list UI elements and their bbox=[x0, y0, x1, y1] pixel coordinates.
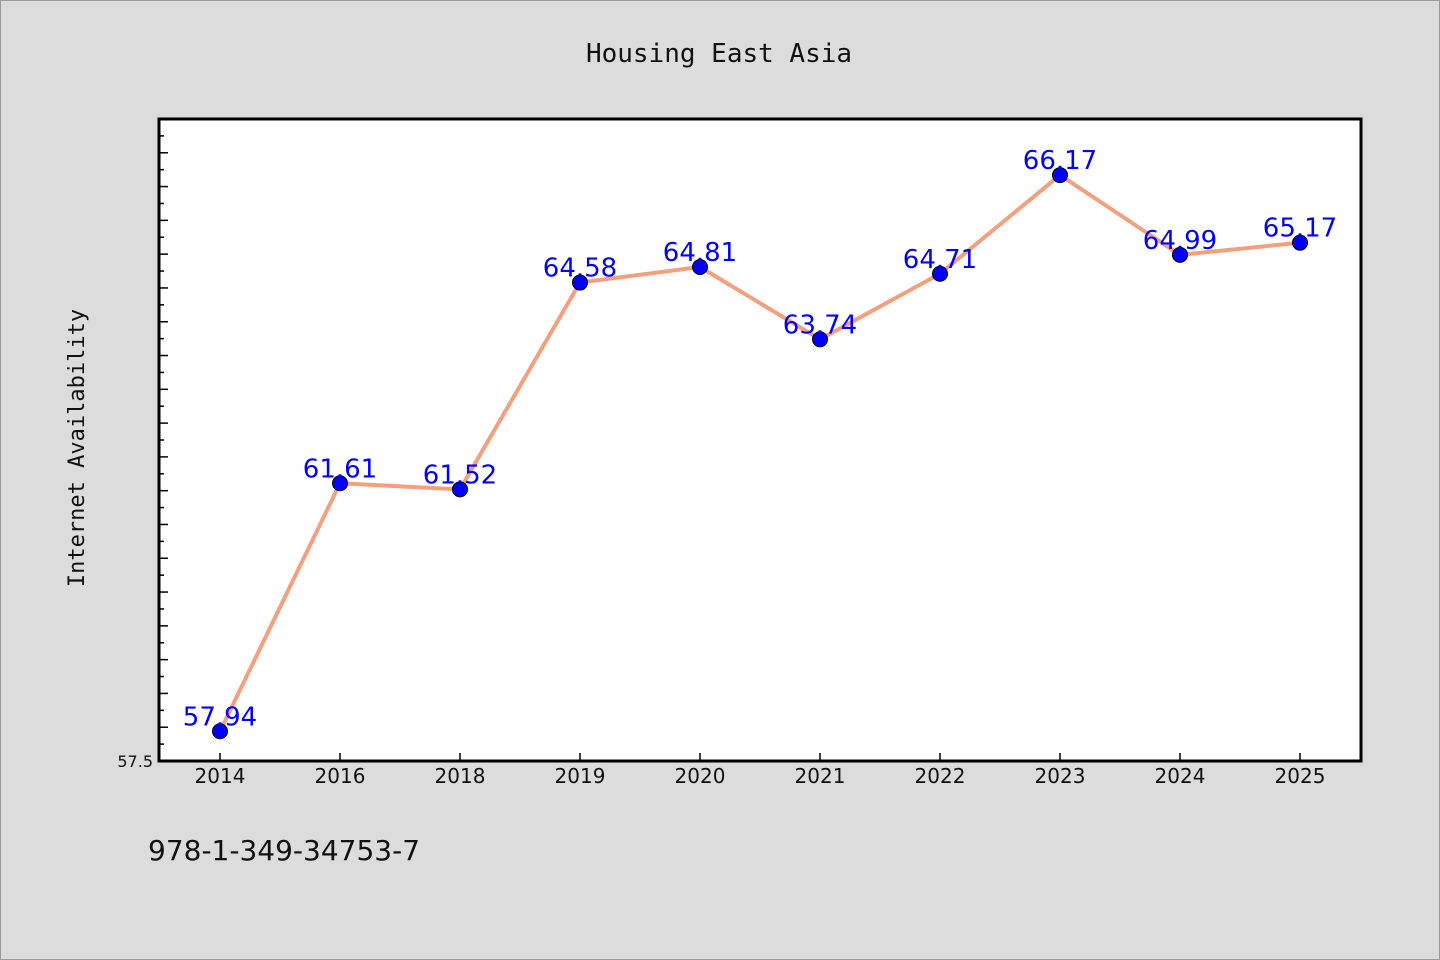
x-tick-label: 2024 bbox=[1155, 764, 1206, 788]
x-tick-label: 2020 bbox=[675, 764, 726, 788]
data-label: 63.74 bbox=[783, 310, 857, 340]
data-label: 64.71 bbox=[903, 245, 977, 275]
data-label: 65.17 bbox=[1263, 214, 1337, 244]
series-line bbox=[218, 173, 1301, 733]
plot-area bbox=[157, 117, 1363, 763]
x-tick-label: 2022 bbox=[915, 764, 966, 788]
x-tick-label: 2018 bbox=[435, 764, 486, 788]
x-tick-label: 2025 bbox=[1275, 764, 1326, 788]
x-tick-label: 2016 bbox=[315, 764, 366, 788]
series-group: 57.94 61.61 61.52 64.58 64.81 63.74 64.71 66.17… bbox=[183, 146, 1337, 740]
data-point bbox=[572, 274, 588, 291]
data-label: 64.99 bbox=[1143, 226, 1217, 256]
x-tick-label: 2014 bbox=[195, 764, 246, 788]
data-label: 57.94 bbox=[183, 702, 257, 732]
y-tick-label: 57.5 bbox=[117, 752, 153, 771]
data-label: 66.17 bbox=[1023, 146, 1097, 176]
data-point bbox=[452, 481, 468, 498]
data-point bbox=[332, 475, 348, 492]
x-tick-label: 2023 bbox=[1035, 764, 1086, 788]
data-point bbox=[212, 723, 228, 740]
data-point bbox=[692, 258, 708, 275]
y-ticks: 57.5 bbox=[117, 118, 168, 771]
x-ticks: 2014 2016 2018 2019 2020 2021 2022 2023 2024 2025 bbox=[195, 753, 1326, 788]
data-point bbox=[932, 265, 948, 282]
y-axis-label: Internet Availability bbox=[65, 309, 90, 587]
data-point bbox=[1052, 167, 1068, 184]
x-tick-label: 2021 bbox=[795, 764, 846, 788]
x-tick-label: 2019 bbox=[555, 764, 606, 788]
data-label: 64.58 bbox=[543, 254, 617, 284]
data-label: 64.81 bbox=[663, 238, 737, 268]
isbn-footnote: 978-1-349-34753-7 bbox=[148, 834, 421, 867]
data-label: 61.61 bbox=[303, 454, 377, 484]
data-label: 61.52 bbox=[423, 460, 497, 490]
data-point bbox=[812, 331, 828, 348]
chart-title: Housing East Asia bbox=[586, 39, 852, 69]
data-point bbox=[1172, 246, 1188, 263]
data-point bbox=[1292, 234, 1308, 251]
